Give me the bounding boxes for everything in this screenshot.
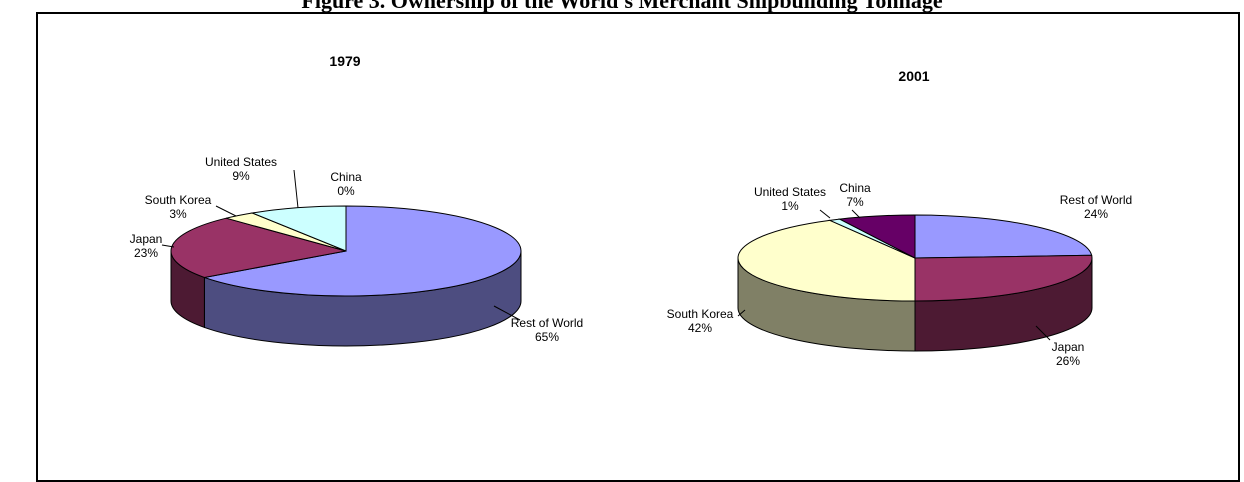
pie-2001-slice-china [837, 214, 916, 259]
leader-line-1979-japan [161, 244, 175, 248]
pie-2001-slice-japan [914, 254, 1093, 302]
slice-label-2001-south-korea: South Korea [667, 307, 734, 321]
slice-label-2001-united-states: United States [754, 185, 826, 199]
slice-label-1979-south-korea: South Korea [145, 193, 212, 207]
pie-2001-slice-rest-of-world [914, 214, 1093, 259]
slice-label-1979-china: China [330, 170, 362, 184]
leader-line-1979-south-korea [215, 205, 237, 217]
slice-value-2001-rest-of-world: 24% [1084, 207, 1108, 221]
slice-value-1979-united-states: 9% [232, 169, 250, 183]
leader-line-2001-japan [1035, 325, 1051, 341]
slice-value-2001-united-states: 1% [781, 199, 799, 213]
slice-value-1979-china: 0% [337, 184, 355, 198]
slice-value-2001-china: 7% [846, 195, 864, 209]
pie-1979-slice-united-states [250, 205, 347, 252]
slice-value-1979-south-korea: 3% [169, 207, 187, 221]
slice-label-1979-rest-of-world: Rest of World [511, 316, 583, 330]
slice-label-1979-japan: Japan [130, 232, 163, 246]
slice-label-2001-rest-of-world: Rest of World [1060, 193, 1132, 207]
slice-label-2001-japan: Japan [1052, 340, 1085, 354]
slice-label-2001-china: China [839, 181, 871, 195]
slice-value-1979-japan: 23% [134, 246, 158, 260]
slice-value-2001-japan: 26% [1056, 354, 1080, 368]
leader-line-2001-china [851, 209, 861, 219]
slice-value-2001-south-korea: 42% [688, 321, 712, 335]
leader-line-1979-united-states [293, 169, 299, 209]
slice-label-1979-united-states: United States [205, 155, 277, 169]
slice-value-1979-rest-of-world: 65% [535, 330, 559, 344]
pie-title-2001: 2001 [898, 68, 929, 84]
page-title: Figure 3. Ownership of the World's Merch… [301, 0, 943, 13]
pie-1979-slice-rest-of-world [202, 205, 522, 297]
leader-line-2001-united-states [819, 209, 831, 219]
leader-line-2001-south-korea [737, 309, 746, 317]
pie-title-1979: 1979 [329, 53, 360, 69]
leader-line-1979-rest-of-world [493, 305, 521, 321]
pie-2001-slice-south-korea [737, 219, 916, 302]
